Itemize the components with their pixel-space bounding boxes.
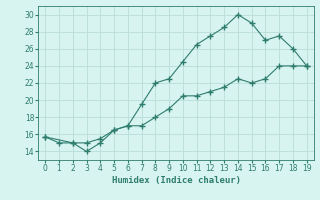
X-axis label: Humidex (Indice chaleur): Humidex (Indice chaleur) [111,176,241,185]
